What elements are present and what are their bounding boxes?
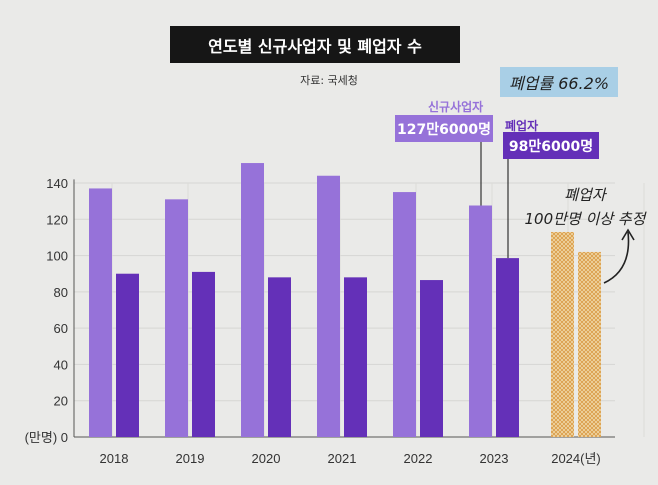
closure-bar bbox=[420, 280, 443, 437]
x-tick-label: 2020 bbox=[252, 451, 281, 466]
estimate-note: 폐업자 100만명 이상 추정 bbox=[515, 183, 655, 231]
arrow-icon bbox=[603, 231, 630, 284]
y-tick-label: 60 bbox=[54, 321, 68, 336]
closure-rate-badge: 폐업률 66.2% bbox=[500, 67, 618, 97]
closure-label: 폐업자 bbox=[505, 119, 539, 133]
arrow-head-icon bbox=[621, 228, 635, 241]
closure-bar bbox=[268, 277, 291, 437]
new-business-label: 신규사업자 bbox=[428, 100, 484, 114]
y-tick-label: 100 bbox=[46, 249, 68, 264]
source-note: 자료: 국세청 bbox=[300, 74, 358, 87]
x-tick-label: 2023 bbox=[480, 451, 509, 466]
x-tick-label: 2019 bbox=[176, 451, 205, 466]
new-business-bar bbox=[469, 205, 492, 437]
y-tick-label: 140 bbox=[46, 176, 68, 191]
y-tick-label: 40 bbox=[54, 357, 68, 372]
x-tick-label: 2021 bbox=[328, 451, 357, 466]
x-tick-label: 2024(년) bbox=[551, 451, 601, 466]
x-tick-label: 2018 bbox=[100, 451, 129, 466]
closure-value: 98만6000명 bbox=[503, 132, 599, 159]
closure-bar bbox=[496, 258, 519, 437]
x-tick-label: 2022 bbox=[404, 451, 433, 466]
estimate-line-1: 폐업자 bbox=[564, 186, 606, 204]
estimate-line-2: 100만명 이상 추정 bbox=[524, 210, 646, 228]
estimate-bar bbox=[551, 231, 574, 437]
y-tick-label: 120 bbox=[46, 212, 68, 227]
new-business-bar bbox=[393, 192, 416, 437]
new-business-bar bbox=[165, 199, 188, 437]
new-business-bar bbox=[241, 163, 264, 438]
y-tick-label: (만명) 0 bbox=[25, 430, 68, 445]
new-business-bar bbox=[89, 188, 112, 437]
chart-title: 연도별 신규사업자 및 폐업자 수 bbox=[170, 26, 460, 63]
estimate-bar bbox=[578, 251, 601, 437]
y-tick-label: 20 bbox=[54, 394, 68, 409]
y-tick-label: 80 bbox=[54, 285, 68, 300]
closure-bar bbox=[116, 273, 139, 437]
closure-bar bbox=[344, 277, 367, 437]
new-business-bar bbox=[317, 175, 340, 437]
closure-bar bbox=[192, 271, 215, 437]
new-business-value: 127만6000명 bbox=[395, 115, 493, 142]
